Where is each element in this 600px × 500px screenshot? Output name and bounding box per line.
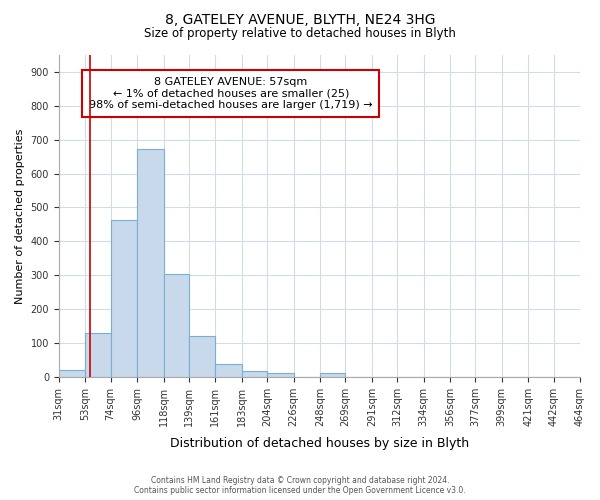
Text: Size of property relative to detached houses in Blyth: Size of property relative to detached ho…	[144, 28, 456, 40]
Bar	[320, 373, 345, 377]
X-axis label: Distribution of detached houses by size in Blyth: Distribution of detached houses by size …	[170, 437, 469, 450]
Bar	[215, 364, 242, 377]
Y-axis label: Number of detached properties: Number of detached properties	[15, 128, 25, 304]
Bar	[59, 370, 85, 377]
Bar	[137, 149, 164, 377]
Bar	[110, 220, 137, 377]
Text: 8, GATELEY AVENUE, BLYTH, NE24 3HG: 8, GATELEY AVENUE, BLYTH, NE24 3HG	[165, 12, 435, 26]
Bar	[267, 373, 293, 377]
Bar	[189, 336, 215, 377]
Bar	[242, 370, 267, 377]
Bar	[164, 274, 189, 377]
Text: Contains HM Land Registry data © Crown copyright and database right 2024.
Contai: Contains HM Land Registry data © Crown c…	[134, 476, 466, 495]
Text: 8 GATELEY AVENUE: 57sqm
← 1% of detached houses are smaller (25)
98% of semi-det: 8 GATELEY AVENUE: 57sqm ← 1% of detached…	[89, 77, 373, 110]
Bar	[85, 334, 110, 377]
